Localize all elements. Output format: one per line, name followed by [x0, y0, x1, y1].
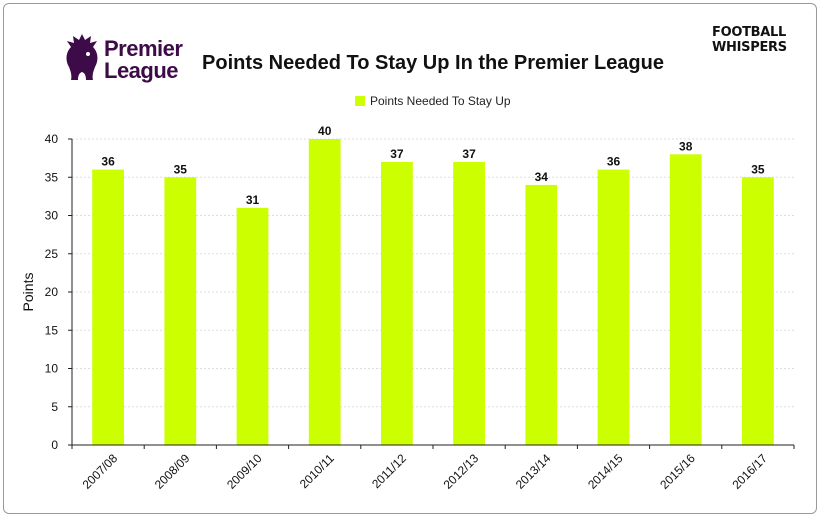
- bar: [308, 139, 341, 445]
- data-label: 36: [607, 155, 621, 169]
- x-tick-label: 2007/08: [80, 451, 121, 492]
- y-tick-label: 15: [45, 323, 59, 337]
- y-tick-label: 35: [45, 170, 59, 184]
- data-label: 36: [101, 155, 115, 169]
- bar: [164, 177, 197, 445]
- bar: [525, 184, 558, 445]
- legend-swatch: [355, 96, 365, 106]
- premier-league-logo-line1: Premier: [104, 36, 183, 61]
- x-tick-label: 2008/09: [152, 451, 193, 492]
- y-tick-label: 20: [45, 285, 59, 299]
- y-tick-label: 10: [45, 362, 59, 376]
- premier-league-logo-line2: League: [104, 58, 179, 83]
- y-tick-label: 40: [45, 132, 59, 146]
- bar: [236, 207, 269, 445]
- data-label: 31: [246, 193, 260, 207]
- data-label: 37: [390, 147, 404, 161]
- legend-label: Points Needed To Stay Up: [370, 94, 511, 108]
- y-tick-label: 5: [51, 400, 58, 414]
- bar: [597, 169, 630, 445]
- data-label: 38: [679, 139, 693, 153]
- y-axis-label: Points: [20, 273, 36, 312]
- data-label: 40: [318, 124, 332, 138]
- y-tick-label: 0: [51, 438, 58, 452]
- data-label: 35: [174, 162, 188, 176]
- data-label: 37: [462, 147, 476, 161]
- bar: [381, 161, 413, 445]
- y-tick-label: 25: [45, 247, 59, 261]
- x-tick-label: 2016/17: [729, 451, 770, 492]
- x-tick-label: 2013/14: [513, 451, 554, 492]
- x-tick-label: 2010/11: [297, 451, 337, 491]
- x-tick-label: 2009/10: [224, 451, 265, 492]
- data-labels: 36 35 31 40 37 37 34 36 38 35: [101, 124, 764, 207]
- x-tick-label: 2012/13: [441, 451, 482, 492]
- bars: [92, 139, 774, 446]
- data-label: 35: [751, 162, 765, 176]
- bar: [742, 177, 774, 445]
- x-tick-label: 2014/15: [585, 451, 626, 492]
- football-whispers-logo-line1: FOOTBALL: [712, 25, 786, 40]
- lion-crest-icon: [66, 34, 98, 80]
- x-tick-label: 2011/12: [369, 451, 409, 491]
- x-axis-ticks: 2007/08 2008/09 2009/10 2010/11 2011/12 2012/…: [71, 445, 795, 492]
- football-whispers-logo: FOOTBALL WHISPERS: [712, 25, 802, 55]
- bar: [453, 161, 485, 445]
- y-tick-label: 30: [45, 209, 59, 223]
- bar: [669, 154, 702, 446]
- legend: Points Needed To Stay Up: [355, 94, 511, 108]
- y-axis-ticks: 0 5 10 15 20 25 30 35 40: [45, 132, 72, 452]
- bar: [92, 169, 124, 445]
- football-whispers-logo-line2: WHISPERS: [712, 40, 787, 55]
- premier-league-logo: Premier League: [62, 32, 183, 84]
- data-label: 34: [535, 170, 549, 184]
- x-tick-label: 2015/16: [657, 451, 698, 492]
- chart-title: Points Needed To Stay Up In the Premier …: [202, 52, 664, 74]
